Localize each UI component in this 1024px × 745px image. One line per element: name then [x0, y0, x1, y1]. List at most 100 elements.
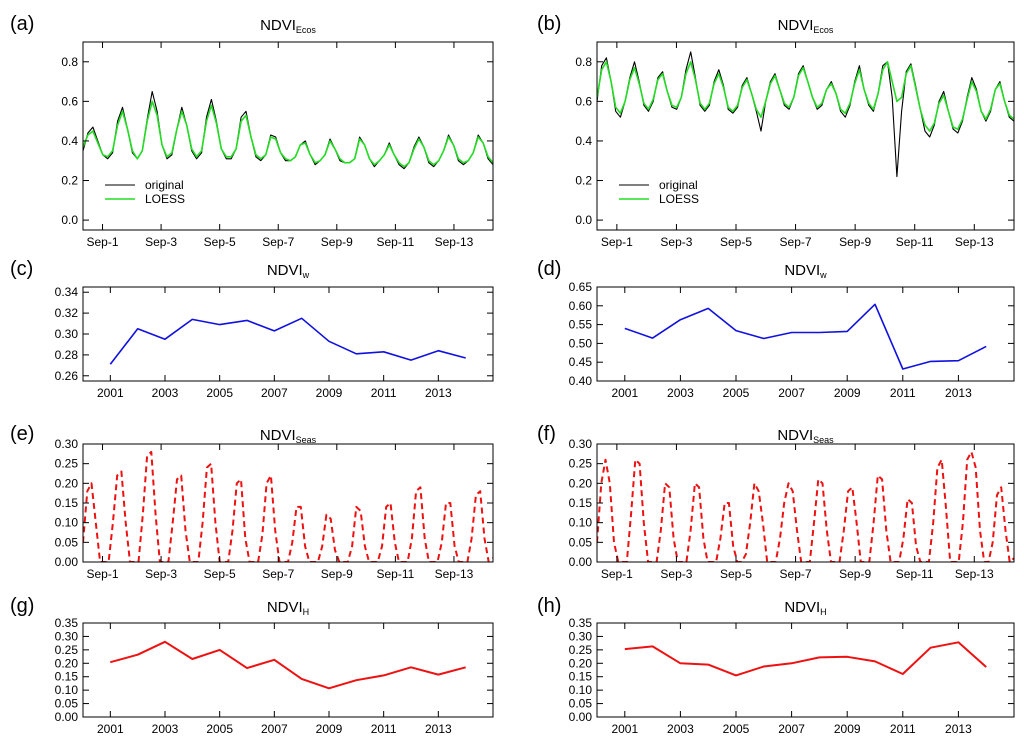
x-tick-label: Sep-7 [780, 567, 812, 581]
panel-d: (d) NDVIw 0.40 0.45 0.50 0.55 0.60 0.65 2001 2003… [537, 258, 1015, 400]
y-tick-label: 0.45 [569, 355, 593, 369]
x-tick-label: 2001 [97, 722, 124, 736]
y-tick-label: 0.10 [55, 516, 79, 530]
x-tick-label: Sep-1 [87, 567, 119, 581]
series-line-loess [83, 100, 493, 168]
series-line-loess [597, 60, 1014, 132]
y-tick-label: 0.00 [569, 555, 593, 569]
y-tick-label: 0.35 [55, 616, 79, 630]
series-line-hist [624, 641, 987, 677]
y-tick-label: 0.30 [55, 327, 79, 341]
y-tick-label: 0.15 [569, 670, 593, 684]
x-tick-label: 2007 [778, 722, 805, 736]
panel-title: NDVIH [267, 599, 309, 617]
y-tick-label: 0.20 [55, 476, 79, 490]
x-tick-label: Sep-3 [145, 567, 177, 581]
y-tick-label: 0.4 [61, 134, 78, 148]
series-line-seasonal [597, 450, 1014, 562]
x-tick-label: Sep-9 [839, 567, 871, 581]
y-tick-label: 0.32 [55, 306, 79, 320]
y-tick-label: 0.6 [575, 94, 592, 108]
x-tick-label: Sep-5 [204, 235, 236, 249]
y-tick-label: 0.28 [55, 348, 79, 362]
series-line-hist [110, 640, 466, 690]
x-tick-label: Sep-13 [955, 567, 994, 581]
y-tick-label: 0.0 [575, 213, 592, 227]
x-tick-label: Sep-7 [780, 235, 812, 249]
x-tick-label: 2011 [890, 386, 916, 400]
series-line-original [597, 51, 1014, 178]
x-tick-label: 2005 [206, 386, 233, 400]
x-tick-label: 2003 [667, 722, 694, 736]
y-tick-label: 0.25 [569, 457, 593, 471]
y-tick-label: 0.05 [569, 697, 593, 711]
x-tick-label: Sep-3 [660, 235, 692, 249]
y-tick-label: 0.30 [569, 437, 593, 451]
panel-letter: (g) [10, 595, 34, 617]
y-tick-label: 0.00 [569, 710, 593, 724]
panel-letter: (e) [10, 423, 34, 445]
x-tick-label: 2009 [834, 722, 861, 736]
y-tick-label: 0.05 [569, 535, 593, 549]
y-tick-label: 0.55 [569, 318, 593, 332]
plot-frame [596, 41, 1015, 231]
y-tick-label: 0.25 [569, 643, 593, 657]
panel-letter: (a) [10, 13, 34, 35]
y-tick-label: 0.25 [55, 643, 79, 657]
x-tick-label: 2013 [945, 722, 972, 736]
panel-title: NDVIEcos [778, 17, 834, 35]
y-tick-label: 0.15 [55, 670, 79, 684]
y-tick-label: 0.8 [575, 55, 592, 69]
panel-title: NDVISeas [260, 427, 317, 445]
panel-letter: (f) [537, 423, 556, 445]
x-tick-label: Sep-1 [601, 235, 633, 249]
x-tick-label: 2011 [371, 722, 397, 736]
y-tick-label: 0.10 [569, 683, 593, 697]
y-tick-label: 0.05 [55, 535, 79, 549]
x-tick-label: 2005 [723, 722, 750, 736]
x-tick-label: 2007 [261, 386, 288, 400]
y-tick-label: 0.15 [569, 496, 593, 510]
y-tick-label: 0.50 [569, 336, 593, 350]
plot-frame [82, 622, 494, 718]
y-tick-label: 0.20 [55, 656, 79, 670]
y-tick-label: 0.05 [55, 697, 79, 711]
y-tick-label: 0.15 [55, 496, 79, 510]
y-tick-label: 0.26 [55, 369, 79, 383]
panel-g: (g) NDVIH 0.000.050.100.150.200.250.300.35… [10, 595, 494, 736]
panel-a: (a) NDVIEcos 0.0 0.2 0.4 0.6 0.8 Sep-1 Sep-3 Sep-… [10, 13, 494, 249]
series-line-original [83, 90, 493, 170]
panel-letter: (c) [10, 258, 33, 280]
y-tick-label: 0.00 [55, 710, 79, 724]
y-tick-label: 0.25 [55, 457, 79, 471]
x-tick-label: Sep-9 [321, 235, 353, 249]
x-tick-label: 2001 [611, 386, 638, 400]
x-tick-label: Sep-11 [376, 567, 414, 581]
panel-title: NDVIw [784, 262, 827, 280]
x-tick-label: Sep-1 [87, 235, 119, 249]
plot-frame [596, 622, 1015, 718]
panel-title: NDVIw [267, 262, 310, 280]
y-tick-label: 0.2 [61, 174, 78, 188]
panel-title: NDVIEcos [260, 17, 316, 35]
y-tick-label: 0.8 [61, 55, 78, 69]
x-tick-label: Sep-5 [720, 567, 752, 581]
x-tick-label: 2003 [152, 386, 179, 400]
y-tick-label: 0.40 [569, 374, 593, 388]
panel-title: NDVISeas [777, 427, 834, 445]
panel-f: (f) NDVISeas 0.00 0.05 0.10 0.15 0.20 0.25 0.30 S… [537, 423, 1015, 581]
y-tick-label: 0.65 [569, 280, 593, 294]
x-tick-label: Sep-11 [376, 235, 414, 249]
y-tick-label: 0.00 [55, 555, 79, 569]
series-line-seasonal [83, 450, 493, 562]
plot-frame [82, 41, 494, 231]
x-tick-label: 2005 [206, 722, 233, 736]
x-tick-label: 2003 [667, 386, 694, 400]
x-tick-label: 2001 [611, 722, 638, 736]
x-tick-label: 2013 [945, 386, 972, 400]
plot-frame [82, 286, 494, 382]
plot-frame [596, 443, 1015, 563]
legend-label-original: original [145, 178, 184, 192]
y-tick-label: 0.30 [569, 629, 593, 643]
